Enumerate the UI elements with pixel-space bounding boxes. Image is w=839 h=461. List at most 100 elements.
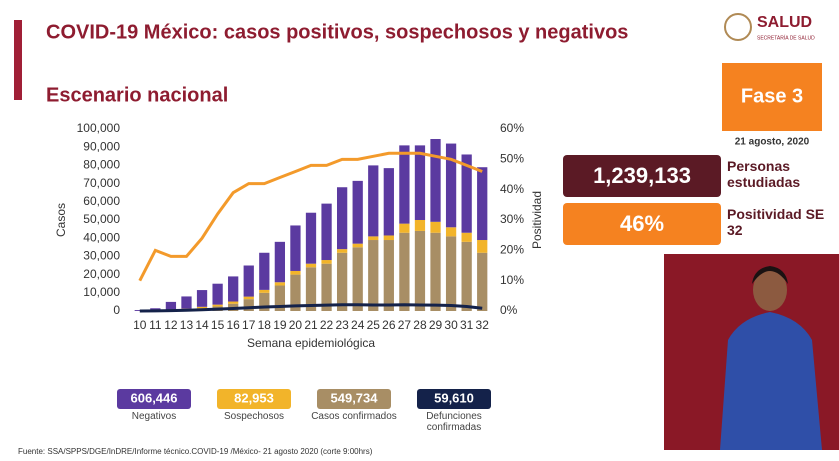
- summary-label-wrap: Defunciones confirmadas: [426, 411, 482, 433]
- bar-segment: [336, 249, 348, 253]
- summary-label-wrap: Negativos: [131, 411, 177, 422]
- stat-value: 1,239,133: [593, 163, 691, 188]
- bar-segment: [430, 139, 441, 222]
- bar-segment: [430, 232, 441, 311]
- summary-label: Casos confirmados: [311, 411, 397, 422]
- x-tick-label: 10: [133, 318, 147, 332]
- y2-tick-label: 30%: [500, 212, 524, 226]
- bar-segment: [274, 241, 286, 283]
- y2-tick-label: 0%: [500, 303, 518, 317]
- bar-segment: [414, 220, 426, 231]
- bar-segment: [399, 223, 410, 233]
- summary-value: 82,953: [234, 390, 274, 405]
- y-tick-label: 100,000: [77, 121, 121, 135]
- stat-label: Positividad SE 32: [727, 206, 825, 238]
- bar-segment: [243, 265, 254, 297]
- summary-label: Defunciones confirmadas: [426, 411, 482, 433]
- x-tick-label: 25: [367, 318, 381, 332]
- stat-label-wrap: Positividad SE 32: [727, 206, 825, 238]
- y2-tick-label: 10%: [500, 273, 524, 287]
- phase: Fase 3: [741, 85, 803, 107]
- bar-segment: [181, 296, 192, 309]
- x-tick-label: 22: [320, 318, 334, 332]
- bar-segment: [212, 283, 223, 305]
- x-axis-label: Semana epidemiológica: [247, 336, 375, 350]
- summary-value: 606,446: [131, 390, 178, 405]
- summary-box: [117, 389, 191, 409]
- x-tick-label: 15: [211, 318, 225, 332]
- person-body: [720, 312, 822, 450]
- x-tick-label: 13: [180, 318, 194, 332]
- x-tick-label: 28: [413, 318, 427, 332]
- bar-segment: [368, 240, 379, 311]
- bar-segment: [477, 252, 488, 311]
- stat-value: 46%: [620, 211, 664, 236]
- bar-segment: [445, 227, 457, 237]
- chart: 0 10,000 20,000 30,000 40,000 50,000 60,000 70,…: [54, 121, 544, 350]
- bar-segment: [336, 252, 348, 311]
- summary-box: [217, 389, 291, 409]
- footer: Fuente: SSA/SPPS/DGE/InDRE/Informe técni…: [18, 447, 373, 456]
- bar-segment: [212, 304, 223, 307]
- x-tick-label: 31: [460, 318, 474, 332]
- x-tick-label: 32: [476, 318, 490, 332]
- x-tick-label: 24: [351, 318, 365, 332]
- bar-segment: [399, 232, 410, 311]
- bar-segment: [290, 274, 301, 311]
- bar-segment: [274, 285, 286, 311]
- summary-box: [317, 389, 391, 409]
- x-tick-label: 20: [289, 318, 303, 332]
- bar-segment: [461, 232, 472, 242]
- person-head: [753, 269, 787, 311]
- bar-segment: [165, 301, 177, 310]
- y-tick-label: 40,000: [83, 230, 120, 244]
- summary-label: Negativos: [131, 411, 177, 422]
- x-tick-label: 21: [304, 318, 318, 332]
- x-tick-label: 27: [398, 318, 412, 332]
- bar-segment: [259, 292, 270, 311]
- bar-segment: [305, 263, 317, 268]
- y-axis-label: Casos: [54, 203, 68, 237]
- bar-segment: [321, 260, 332, 264]
- y2-tick-label: 60%: [500, 121, 524, 135]
- x-tick-label: 30: [444, 318, 458, 332]
- bar-segment: [352, 247, 363, 311]
- bar-segment: [383, 235, 394, 241]
- bar-segment: [477, 240, 488, 253]
- bar-segment: [414, 230, 426, 311]
- x-tick-label: 29: [429, 318, 443, 332]
- x-tick-label: 19: [273, 318, 287, 332]
- bar-segment: [290, 270, 301, 275]
- y-tick-label: 30,000: [83, 249, 120, 263]
- summary-box: [417, 389, 491, 409]
- y2-tick-label: 20%: [500, 243, 524, 257]
- summary-label-wrap: Sospechosos: [224, 411, 284, 422]
- summary-value: 59,610: [434, 390, 474, 405]
- stat-box: [563, 155, 721, 197]
- bar-segment: [321, 203, 332, 261]
- bar-segment: [461, 154, 472, 233]
- bar-segment: [445, 143, 457, 228]
- summary-value: 549,734: [331, 390, 379, 405]
- line-series: [138, 151, 483, 282]
- bar-segment: [305, 212, 317, 264]
- subtitle: Escenario nacional: [46, 84, 228, 106]
- y-tick-label: 20,000: [83, 267, 120, 281]
- x-tick-label: 23: [335, 318, 349, 332]
- x-tick-label: 12: [164, 318, 178, 332]
- bar-segment: [259, 289, 270, 293]
- y2-tick-label: 50%: [500, 152, 524, 166]
- logo-sub: SECRETARÍA DE SALUD: [757, 34, 815, 41]
- bar-segment: [196, 290, 208, 307]
- stat-box: [563, 203, 721, 245]
- bar-segment: [228, 301, 239, 304]
- phase-box: [722, 63, 822, 131]
- stat-label-wrap: Personas estudiadas: [727, 158, 800, 190]
- bar-segment: [336, 187, 348, 250]
- bar-segment: [290, 225, 301, 271]
- bar-segment: [352, 243, 363, 248]
- bar-segment: [430, 221, 441, 233]
- logo-emblem: [724, 13, 752, 41]
- x-tick-label: 11: [149, 318, 162, 332]
